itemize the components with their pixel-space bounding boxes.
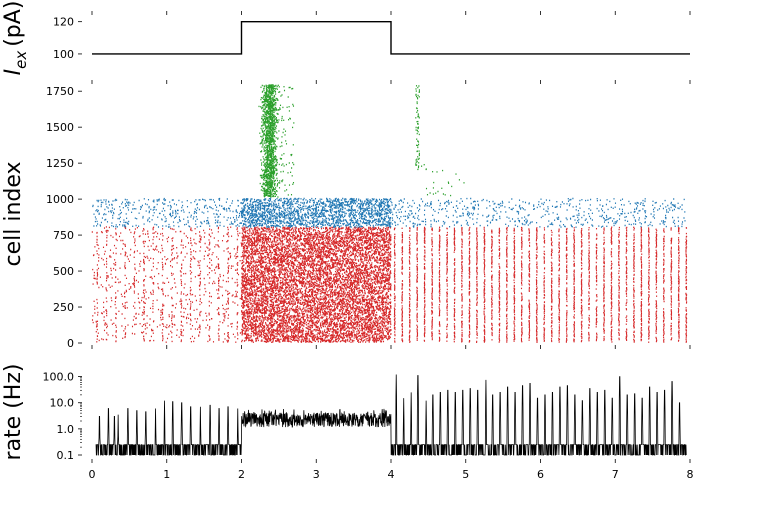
current-ytick-label: 120 [53,16,74,29]
rate-ytick-label: 0.1 [57,449,75,462]
current-trace [92,20,690,55]
excitatory-spikes [91,226,688,343]
raster-ytick-label: 500 [53,265,74,278]
raster-ytick-label: 1750 [46,85,74,98]
raster-ytick-label: 750 [53,229,74,242]
rate-xtick-label: 2 [238,468,245,481]
blue-population-spikes [92,197,686,228]
spike-raster [91,84,688,343]
rate-panel: 0.1 1.0 10.0 100.0 0 1 2 3 4 5 6 7 8 rate (Hz) [1,364,694,481]
current-axis-label: Iex(pA) [1,1,30,76]
rate-ytick-label: 10.0 [50,397,75,410]
current-ytick-label: 100 [53,48,74,61]
rate-xtick-label: 5 [462,468,469,481]
raster-ytick-label: 1500 [46,121,74,134]
rate-axis-ticks: 0.1 1.0 10.0 100.0 0 1 2 3 4 5 6 7 8 [43,371,694,481]
rate-xtick-label: 3 [313,468,320,481]
rate-xtick-label: 4 [388,468,395,481]
rate-xtick-label: 8 [687,468,694,481]
rate-xtick-label: 1 [163,468,170,481]
raster-axis-ticks: 0 250 500 750 1000 1250 1500 1750 [46,80,691,350]
cell-index-axis-label: cell index [1,161,26,266]
raster-ytick-label: 250 [53,301,74,314]
rate-trace [95,374,687,456]
raster-panel: 0 250 500 750 1000 1250 1500 1750 cell index [1,80,691,350]
current-panel: 100 120 Iex(pA) [1,1,691,76]
raster-ytick-label: 0 [67,337,74,350]
rate-xtick-label: 0 [89,468,96,481]
rate-xtick-label: 7 [612,468,619,481]
rate-xtick-label: 6 [537,468,544,481]
green-population-spikes [258,84,465,198]
current-axis-ticks: 100 120 [53,11,691,61]
rate-ytick-label: 100.0 [43,371,75,384]
rate-ytick-label: 1.0 [57,423,75,436]
raster-ytick-label: 1250 [46,157,74,170]
raster-ytick-label: 1000 [46,193,74,206]
rate-axis-label: rate (Hz) [1,364,26,461]
